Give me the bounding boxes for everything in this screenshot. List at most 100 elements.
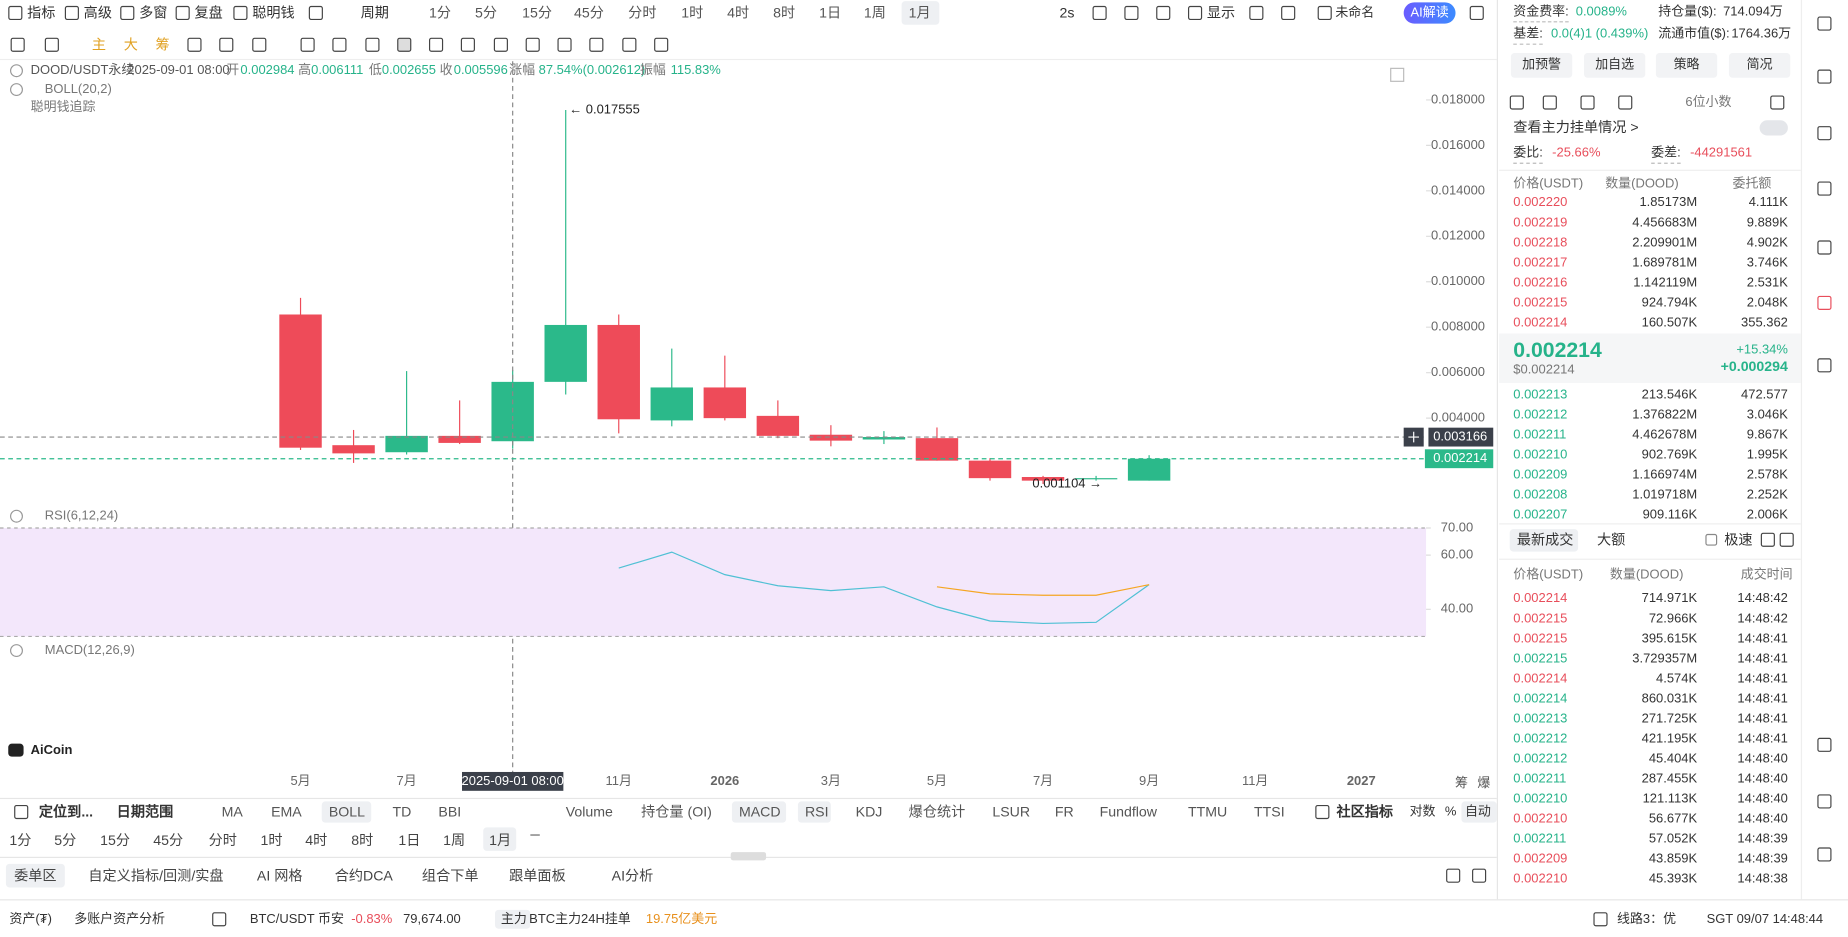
- view-icon[interactable]: [1509, 95, 1524, 110]
- period-button[interactable]: 1日: [819, 4, 842, 22]
- side-icon[interactable]: [1817, 240, 1832, 255]
- period-button[interactable]: 8时: [773, 4, 796, 22]
- tool-button[interactable]: 聪明钱: [252, 4, 295, 22]
- bottom-tab[interactable]: 组合下单: [421, 867, 479, 884]
- date-range-button[interactable]: 日期范围: [116, 803, 174, 821]
- period-row-button[interactable]: 8时: [351, 832, 374, 849]
- period-button[interactable]: 分时: [628, 4, 657, 22]
- period-row-button[interactable]: 1日: [398, 832, 421, 849]
- period-row-button[interactable]: 1分: [9, 832, 32, 849]
- view-icon[interactable]: [1618, 95, 1633, 110]
- community-button[interactable]: 社区指标: [1336, 803, 1394, 821]
- draw-icon[interactable]: [428, 37, 444, 52]
- period-button[interactable]: 1分: [428, 4, 452, 22]
- period-button[interactable]: 1时: [681, 4, 704, 22]
- draw-icon[interactable]: [525, 37, 540, 52]
- main-indicator[interactable]: BOLL: [328, 803, 365, 821]
- panel-icon[interactable]: [1472, 868, 1487, 883]
- tool-icon[interactable]: [175, 5, 190, 21]
- sub-indicator[interactable]: FR: [1054, 803, 1074, 821]
- main-indicator[interactable]: MA: [221, 803, 243, 821]
- scale-button[interactable]: 对数: [1409, 804, 1436, 820]
- trade-icon[interactable]: [1760, 532, 1775, 547]
- bottom-tab[interactable]: 自定义指标/回测/实盘: [88, 867, 224, 884]
- scale-button[interactable]: %: [1444, 804, 1457, 820]
- view-icon[interactable]: [1542, 95, 1557, 110]
- refresh-button[interactable]: 2s: [1059, 4, 1075, 22]
- main-indicator[interactable]: BBI: [438, 803, 462, 821]
- period-row-button[interactable]: 45分: [153, 832, 184, 849]
- settings-icon[interactable]: [1770, 95, 1785, 110]
- side-icon[interactable]: [1817, 126, 1832, 141]
- bottom-tab[interactable]: 合约DCA: [334, 867, 393, 884]
- draw-icon[interactable]: [365, 37, 380, 52]
- icon[interactable]: [1092, 5, 1107, 21]
- multi-account[interactable]: 多账户资产分析: [74, 912, 165, 927]
- locate-icon[interactable]: [14, 804, 29, 820]
- sub-indicator[interactable]: TTMU: [1187, 803, 1228, 821]
- locate-button[interactable]: 定位到...: [38, 803, 94, 821]
- close-icon[interactable]: [530, 834, 540, 843]
- main-indicator[interactable]: TD: [392, 803, 412, 821]
- decimals-select[interactable]: 6位小数: [1685, 95, 1732, 110]
- display-icon[interactable]: [1187, 5, 1203, 21]
- icon[interactable]: [1281, 5, 1296, 21]
- link-icon[interactable]: [308, 5, 323, 21]
- side-icon[interactable]: [1817, 794, 1832, 809]
- sub-indicator[interactable]: RSI: [804, 803, 829, 821]
- sub-indicator[interactable]: TTSI: [1253, 803, 1285, 821]
- display-button[interactable]: 显示: [1206, 4, 1236, 22]
- button-bg[interactable]: [1728, 53, 1791, 78]
- view-icon[interactable]: [1580, 95, 1595, 110]
- layout-name[interactable]: 未命名: [1335, 5, 1375, 21]
- draw-tool[interactable]: 大: [123, 36, 138, 54]
- trade-icon[interactable]: [1779, 532, 1794, 547]
- tool-button[interactable]: 多窗: [139, 4, 168, 22]
- sub-indicator[interactable]: 持仓量 (OI): [641, 803, 712, 821]
- period-button[interactable]: 4时: [727, 4, 750, 22]
- draw-icon[interactable]: [622, 37, 637, 52]
- tool-icon[interactable]: [8, 5, 23, 21]
- draw-icon[interactable]: [300, 37, 315, 52]
- ai-button-bg[interactable]: [1403, 2, 1456, 24]
- sub-indicator[interactable]: KDJ: [855, 803, 883, 821]
- bottom-tab[interactable]: 委单区: [14, 867, 57, 884]
- community-icon[interactable]: [1315, 804, 1330, 820]
- tool-icon[interactable]: [233, 5, 248, 21]
- split-handle[interactable]: [730, 852, 767, 861]
- button-bg[interactable]: [1655, 53, 1718, 78]
- period-row-button[interactable]: 1月: [489, 832, 512, 849]
- sub-indicator[interactable]: Volume: [565, 803, 613, 821]
- button-bg[interactable]: [1583, 53, 1646, 78]
- period-row-button[interactable]: 4时: [305, 832, 328, 849]
- draw-tool[interactable]: 主: [91, 36, 107, 54]
- side-icon[interactable]: [1817, 358, 1832, 373]
- tool-icon[interactable]: [120, 5, 135, 21]
- wifi-icon[interactable]: [1593, 912, 1608, 927]
- tool-button[interactable]: 高级: [83, 4, 112, 22]
- main-orders-link[interactable]: 查看主力挂单情况 >: [1513, 119, 1639, 136]
- period-row-button[interactable]: 1时: [260, 832, 283, 849]
- icon[interactable]: [1249, 5, 1264, 21]
- fast-checkbox[interactable]: [1705, 533, 1718, 546]
- draw-icon[interactable]: [460, 37, 475, 52]
- draw-icon[interactable]: [654, 37, 669, 52]
- draw-icon[interactable]: [397, 37, 412, 52]
- edit-icon[interactable]: [212, 912, 227, 927]
- panel-icon[interactable]: [1446, 868, 1461, 883]
- period-row-button[interactable]: 分时: [208, 832, 237, 849]
- period-row-button[interactable]: 5分: [54, 832, 77, 849]
- share-icon[interactable]: [1469, 5, 1484, 21]
- icon[interactable]: [1156, 5, 1171, 21]
- period-button[interactable]: 45分: [573, 4, 604, 22]
- draw-tool[interactable]: 筹: [155, 36, 170, 54]
- bottom-tab[interactable]: AI 网格: [256, 867, 303, 884]
- tool-icon[interactable]: [64, 5, 79, 21]
- button-bg[interactable]: [1510, 53, 1573, 78]
- icon[interactable]: [1124, 5, 1139, 21]
- sub-indicator[interactable]: MACD: [738, 803, 781, 821]
- period-button[interactable]: 5分: [474, 4, 497, 22]
- draw-icon[interactable]: [10, 37, 25, 52]
- side-icon[interactable]: [1817, 295, 1832, 310]
- period-row-button[interactable]: 1周: [443, 832, 466, 849]
